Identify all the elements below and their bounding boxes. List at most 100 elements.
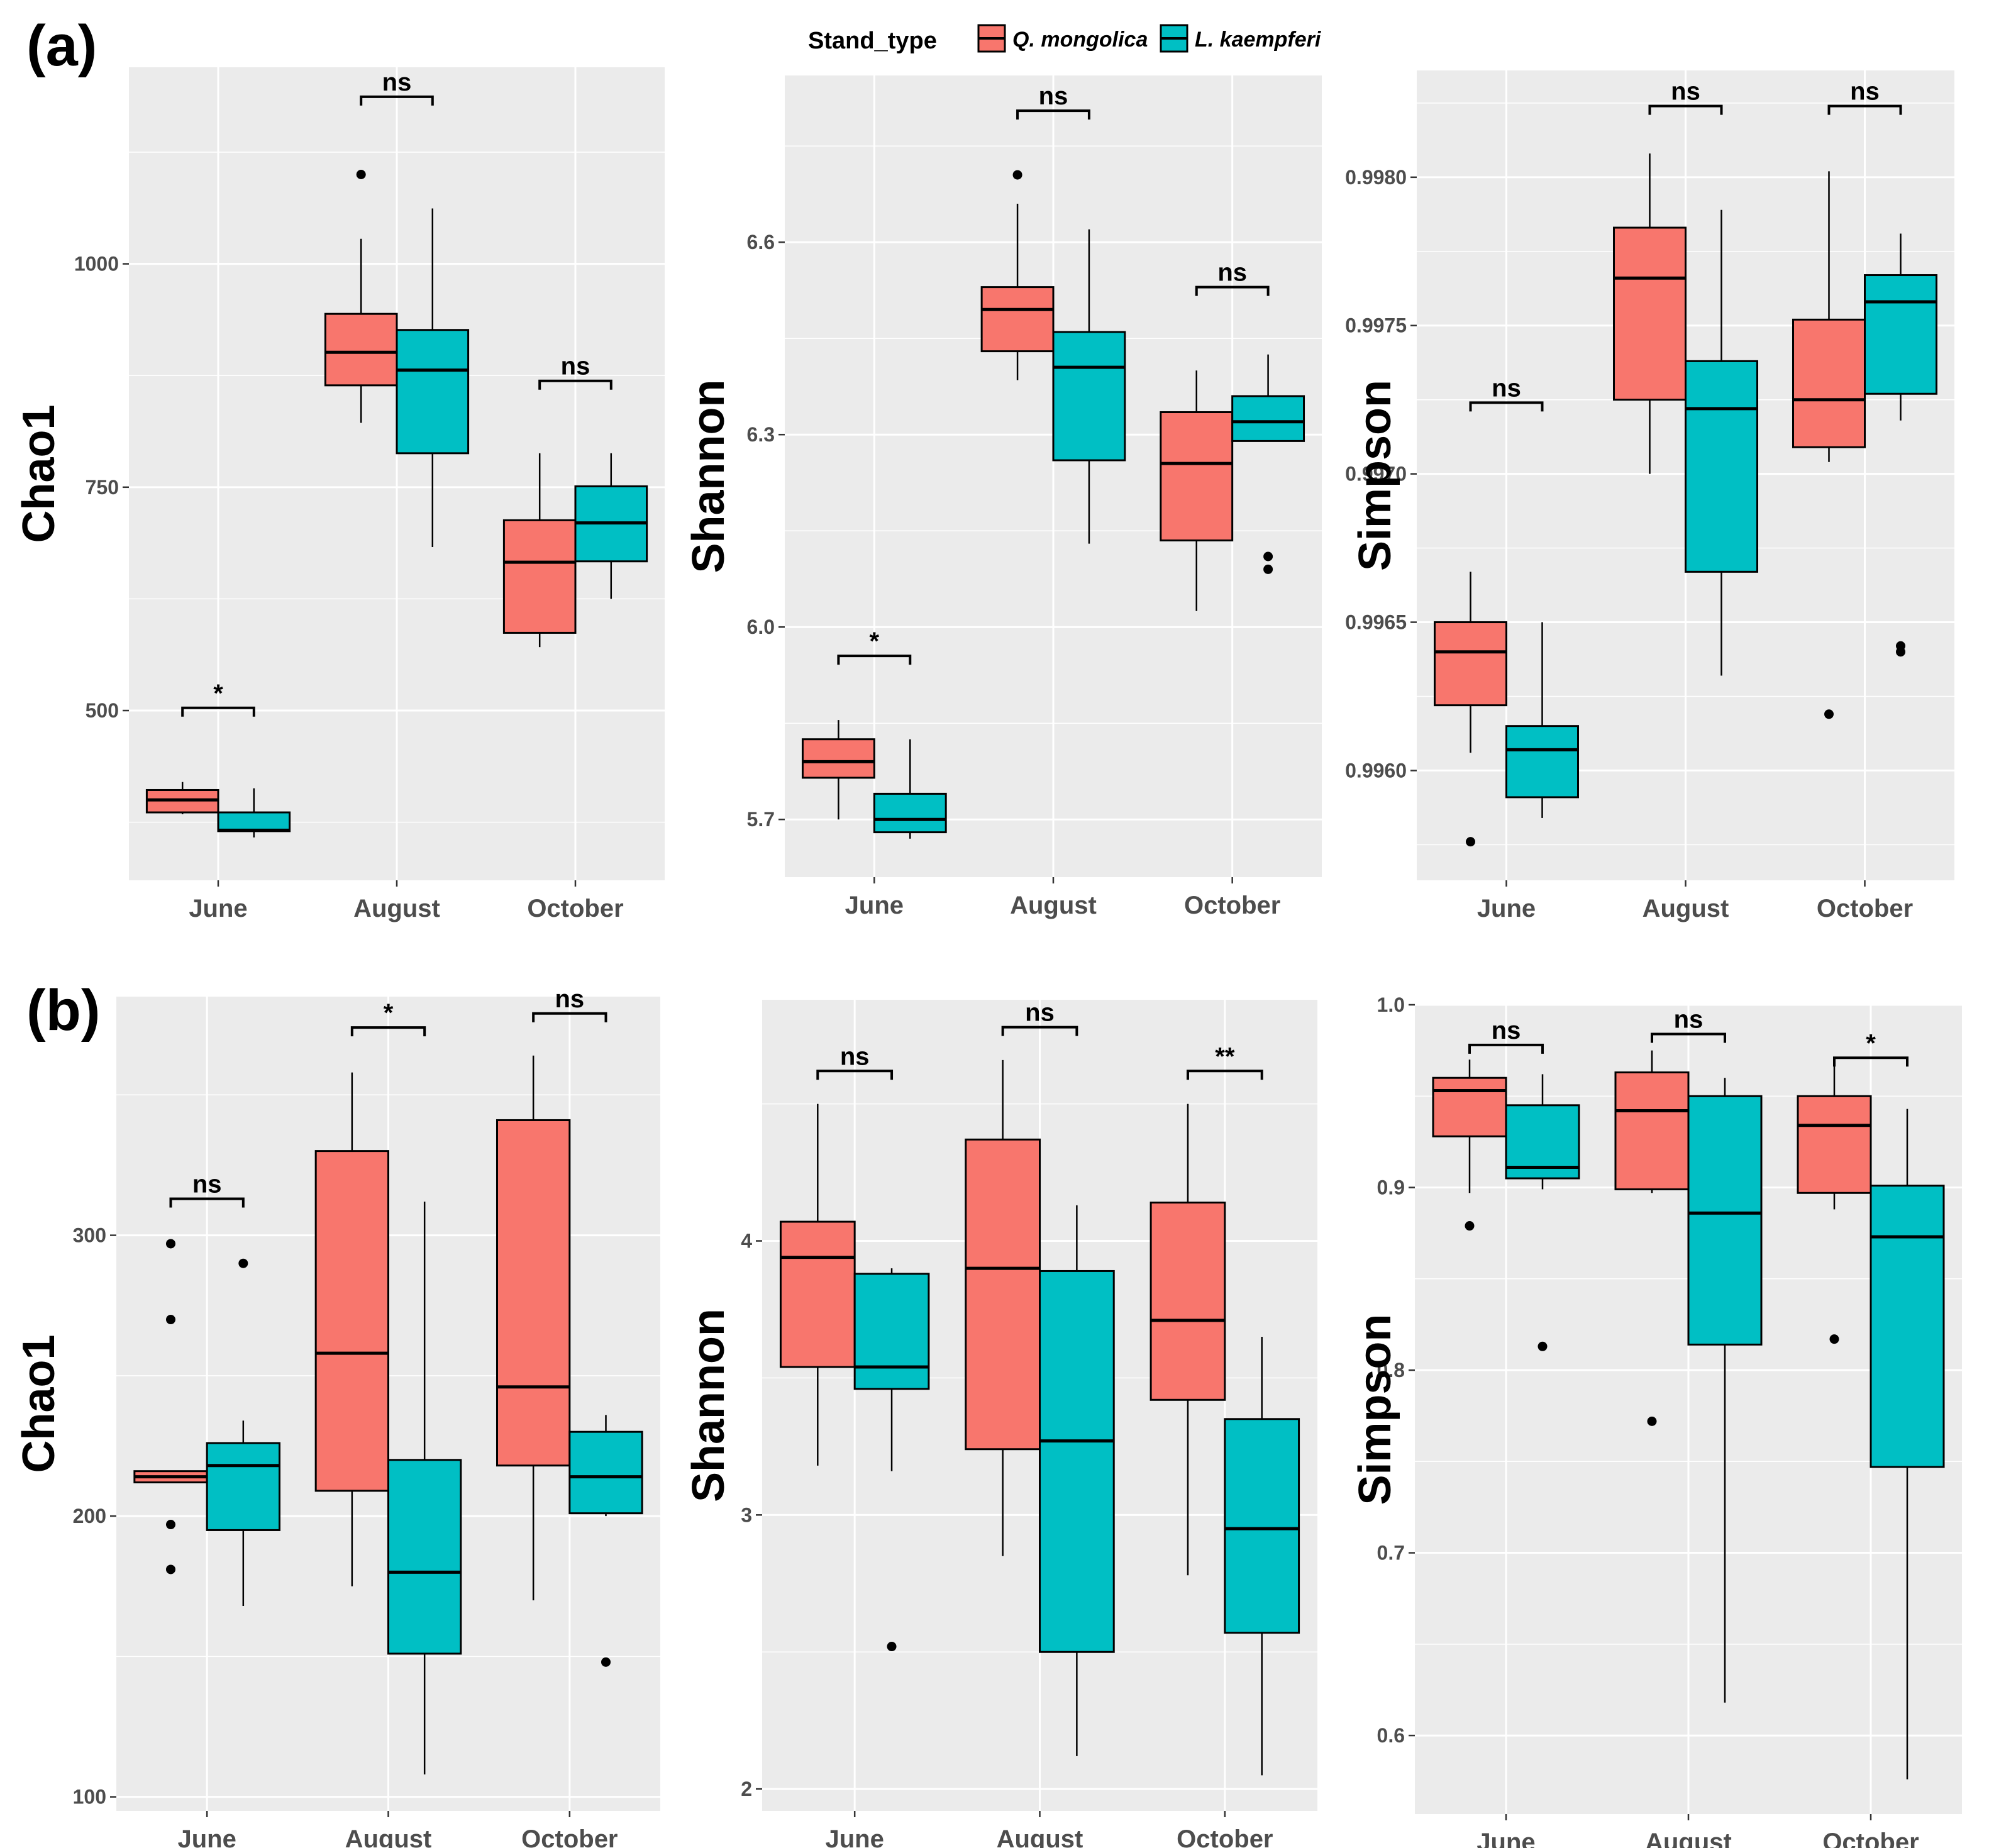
- box-l-kaempferi-october: [1224, 1337, 1300, 1776]
- box-iqr: [502, 519, 577, 634]
- x-category-label-august: August: [353, 895, 440, 922]
- significance-october: **: [1186, 1043, 1263, 1080]
- box-q-mongolica-october: [496, 1055, 571, 1601]
- legend-label-q-mongolica: Q. mongolica: [1012, 28, 1148, 52]
- box-iqr: [1505, 725, 1579, 799]
- significance-label: ns: [382, 69, 412, 96]
- outlier-point: [1537, 1341, 1548, 1351]
- significance-bracket: [837, 655, 912, 665]
- box-l-kaempferi-october: [1864, 233, 1937, 657]
- y-tick-label: 0.7: [1377, 1542, 1405, 1564]
- significance-bracket: [816, 1070, 894, 1080]
- box-l-kaempferi-august: [387, 1201, 462, 1774]
- y-tick-label: 0.9: [1377, 1176, 1405, 1199]
- box-iqr: [1870, 1185, 1945, 1468]
- significance-label: *: [213, 680, 223, 707]
- significance-bracket: [1468, 1043, 1544, 1054]
- outlier-point: [1263, 551, 1273, 562]
- significance-label: ns: [1217, 259, 1247, 287]
- significance-label: ns: [555, 985, 584, 1013]
- box-q-mongolica-august: [1614, 1050, 1690, 1426]
- box-q-mongolica-october: [1160, 370, 1234, 611]
- significance-label: ns: [1674, 1005, 1704, 1033]
- box-q-mongolica-august: [980, 170, 1055, 380]
- box-iqr: [1434, 621, 1507, 707]
- box-iqr: [1864, 274, 1937, 395]
- box-iqr: [1687, 1095, 1763, 1346]
- box-iqr: [206, 1442, 280, 1531]
- y-tick-label: 2: [741, 1778, 752, 1800]
- x-category-label-june: June: [825, 1825, 884, 1848]
- box-l-kaempferi-october: [568, 1415, 643, 1667]
- x-category-label-october: October: [1822, 1829, 1919, 1848]
- legend: Stand_type Q. mongolica L. kaempferi: [808, 24, 1322, 54]
- box-q-mongolica-august: [1613, 153, 1687, 474]
- box-iqr: [853, 1273, 930, 1390]
- x-category-label-june: June: [177, 1825, 236, 1848]
- y-tick-label: 3: [741, 1503, 752, 1526]
- y-tick-label: 0.8: [1377, 1359, 1405, 1381]
- y-tick-label: 300: [73, 1224, 106, 1247]
- significance-october: ns: [1195, 259, 1270, 296]
- chart-a-shannon: 5.7 6.0 6.3 6.6 June August October Shannon * ns n…: [684, 75, 1322, 919]
- significance-august: ns: [1648, 78, 1723, 115]
- chart-b-shannon: 2 3 4 June August October Shannon ns ns **: [684, 999, 1317, 1848]
- significance-october: ns: [532, 985, 607, 1022]
- box-iqr: [779, 1220, 856, 1368]
- box-l-kaempferi-august: [1052, 229, 1126, 544]
- box-iqr: [1039, 1270, 1115, 1653]
- box-l-kaempferi-june: [1505, 1074, 1580, 1351]
- x-category-label-october: October: [527, 895, 623, 922]
- box-q-mongolica-october: [502, 453, 577, 648]
- outlier-point: [166, 1315, 175, 1325]
- chart-a-chao1: 500 750 1000 June August October Chao1 * ns ns: [14, 67, 665, 922]
- outlier-point: [1263, 564, 1273, 574]
- y-tick-label: 4: [741, 1230, 752, 1253]
- y-axis-title: Shannon: [684, 380, 734, 573]
- box-iqr: [568, 1430, 643, 1515]
- y-axis-title: Simpson: [1350, 1314, 1400, 1505]
- significance-june: *: [181, 680, 255, 717]
- box-q-mongolica-june: [1434, 572, 1507, 847]
- y-axis-title: Simpson: [1350, 380, 1400, 571]
- outlier-point: [601, 1657, 611, 1667]
- panel-label-a: (a): [26, 14, 97, 78]
- box-q-mongolica-june: [1432, 1060, 1507, 1231]
- box-iqr: [1224, 1418, 1300, 1634]
- legend-label-l-kaempferi: L. kaempferi: [1195, 28, 1322, 52]
- significance-bracket: [181, 706, 255, 717]
- significance-june: ns: [1468, 1017, 1544, 1054]
- box-l-kaempferi-august: [1039, 1205, 1115, 1756]
- box-l-kaempferi-october: [1870, 1109, 1945, 1779]
- x-category-label-june: June: [1476, 1829, 1535, 1848]
- box-q-mongolica-october: [1797, 1060, 1872, 1344]
- box-iqr: [965, 1138, 1041, 1451]
- x-category-label-october: October: [521, 1825, 618, 1848]
- box-iqr: [1613, 226, 1687, 401]
- significance-label: ns: [192, 1171, 222, 1198]
- y-tick-label: 6.3: [747, 423, 775, 446]
- box-q-mongolica-june: [145, 782, 219, 814]
- box-q-mongolica-june: [801, 720, 875, 820]
- y-tick-label: 0.9965: [1345, 611, 1407, 634]
- box-iqr: [801, 738, 875, 779]
- y-tick-label: 750: [86, 476, 119, 499]
- box-q-mongolica-october: [1792, 171, 1866, 719]
- significance-bracket: [1001, 1026, 1078, 1036]
- box-iqr: [1432, 1076, 1507, 1137]
- significance-label: **: [1215, 1043, 1235, 1070]
- y-tick-label: 0.9975: [1345, 314, 1407, 337]
- significance-bracket: [350, 1026, 426, 1037]
- box-iqr: [217, 811, 291, 833]
- y-tick-label: 100: [73, 1786, 106, 1808]
- y-tick-label: 6.0: [747, 616, 775, 638]
- significance-june: ns: [169, 1171, 245, 1208]
- x-category-label-august: August: [345, 1825, 432, 1848]
- box-l-kaempferi-august: [396, 208, 470, 548]
- chart-b-chao1: 100 200 300 June August October Chao1 ns * ns: [14, 985, 660, 1848]
- outlier-point: [356, 170, 366, 180]
- y-tick-label: 0.9970: [1345, 463, 1407, 485]
- box-iqr: [1685, 360, 1758, 573]
- box-l-kaempferi-june: [873, 739, 947, 839]
